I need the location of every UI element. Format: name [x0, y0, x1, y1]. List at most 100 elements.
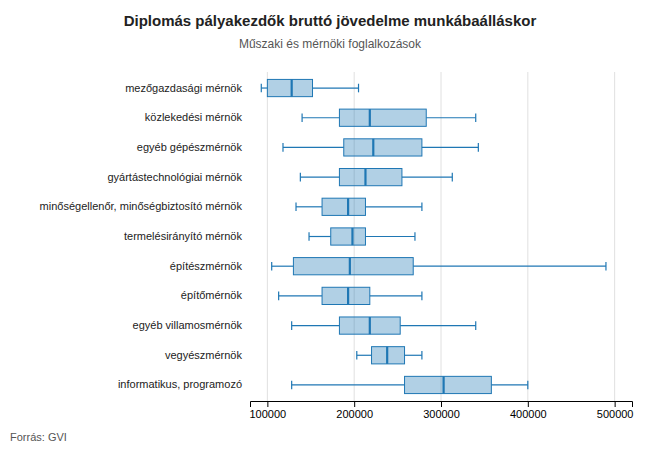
- box: [296, 198, 422, 215]
- whisker: [292, 384, 405, 385]
- whisker-cap: [282, 143, 283, 152]
- whisker: [365, 206, 421, 207]
- y-tick: termelésirányító mérnök: [124, 230, 242, 242]
- whisker-cap: [300, 173, 301, 182]
- whisker: [313, 87, 359, 88]
- median: [443, 376, 445, 393]
- y-tick: gyártástechnológiai mérnök: [107, 171, 242, 183]
- whisker: [309, 236, 331, 237]
- whisker-cap: [421, 351, 422, 360]
- category-label: termelésirányító mérnök: [124, 230, 242, 242]
- whisker-cap: [475, 113, 476, 122]
- whisker-cap: [356, 351, 357, 360]
- grid-line: [441, 72, 442, 401]
- whisker-cap: [605, 262, 606, 271]
- median: [369, 317, 371, 334]
- whisker: [279, 295, 322, 296]
- whisker-cap: [478, 143, 479, 152]
- whisker: [357, 355, 372, 356]
- box: [292, 317, 476, 334]
- x-axis-line: [251, 402, 633, 408]
- iqr-box: [339, 169, 402, 186]
- y-tick: vegyészmérnök: [165, 349, 243, 361]
- whisker-cap: [271, 262, 272, 271]
- category-label: közlekedési mérnök: [145, 111, 243, 123]
- median: [349, 258, 351, 275]
- y-tick: építészmérnök: [170, 260, 243, 272]
- whisker: [400, 325, 476, 326]
- box: [261, 79, 358, 96]
- whisker-cap: [301, 113, 302, 122]
- median: [386, 347, 388, 364]
- whisker: [296, 206, 322, 207]
- whisker-cap: [278, 292, 279, 301]
- box: [272, 258, 606, 275]
- x-tick-label: 200000: [336, 408, 373, 420]
- whisker: [292, 325, 340, 326]
- whisker-cap: [475, 321, 476, 330]
- whisker: [370, 295, 422, 296]
- median: [369, 109, 371, 126]
- title: Diplomás pályakezdők bruttó jövedelme mu…: [124, 12, 537, 29]
- whisker-cap: [291, 321, 292, 330]
- whisker: [405, 355, 422, 356]
- y-axis: mezőgazdasági mérnök közlekedési mérnök eg…: [40, 82, 243, 391]
- iqr-box: [322, 198, 365, 215]
- grid-line: [267, 72, 268, 401]
- category-label: mezőgazdasági mérnök: [125, 82, 242, 94]
- box: [283, 139, 478, 156]
- whisker: [283, 147, 344, 148]
- whisker: [402, 177, 452, 178]
- subtitle: Műszaki és mérnöki foglalkozások: [239, 37, 422, 51]
- box: [279, 287, 422, 304]
- whisker-cap: [261, 84, 262, 93]
- whisker-cap: [295, 203, 296, 212]
- x-tick: 300000: [423, 401, 460, 420]
- whisker: [261, 87, 267, 88]
- x-tick-mark: [354, 401, 355, 407]
- x-tick-label: 100000: [250, 408, 287, 420]
- whisker: [272, 266, 294, 267]
- iqr-box: [372, 347, 405, 364]
- iqr-box: [293, 258, 413, 275]
- whisker-cap: [291, 381, 292, 390]
- whisker: [422, 147, 478, 148]
- x-tick: 200000: [336, 401, 373, 420]
- x-tick-mark: [615, 401, 616, 407]
- y-tick: közlekedési mérnök: [145, 111, 243, 123]
- category-label: informatikus, programozó: [118, 378, 242, 390]
- iqr-box: [339, 317, 400, 334]
- whisker-cap: [452, 173, 453, 182]
- whisker-cap: [414, 232, 415, 241]
- category-label: építészmérnök: [170, 260, 243, 272]
- iqr-box: [405, 376, 492, 393]
- category-label: minőségellenőr, minőségbiztosító mérnök: [40, 200, 243, 212]
- x-tick-label: 500000: [597, 408, 634, 420]
- box: [302, 109, 476, 126]
- median: [364, 169, 366, 186]
- iqr-box: [267, 79, 312, 96]
- x-tick-mark: [528, 401, 529, 407]
- whisker: [302, 117, 339, 118]
- iqr-box: [331, 228, 366, 245]
- whisker-cap: [527, 381, 528, 390]
- y-tick: építőmérnök: [181, 289, 243, 301]
- category-label: vegyészmérnök: [165, 349, 243, 361]
- median: [291, 79, 293, 96]
- x-tick-mark: [267, 401, 268, 407]
- box: [292, 376, 528, 393]
- whisker: [365, 236, 414, 237]
- whisker: [413, 266, 606, 267]
- y-tick: minőségellenőr, minőségbiztosító mérnök: [40, 200, 243, 212]
- marks: [261, 79, 606, 393]
- whisker-cap: [421, 292, 422, 301]
- x-axis: 100000 200000 300000 400000 500000: [250, 401, 634, 420]
- x-tick-label: 300000: [423, 408, 460, 420]
- x-tick: 400000: [510, 401, 547, 420]
- grid-line: [527, 72, 528, 401]
- y-tick: informatikus, programozó: [118, 378, 242, 390]
- source: Forrás: GVI: [10, 431, 67, 443]
- y-tick: egyéb gépészmérnök: [137, 141, 243, 153]
- whisker: [426, 117, 475, 118]
- iqr-box: [322, 287, 370, 304]
